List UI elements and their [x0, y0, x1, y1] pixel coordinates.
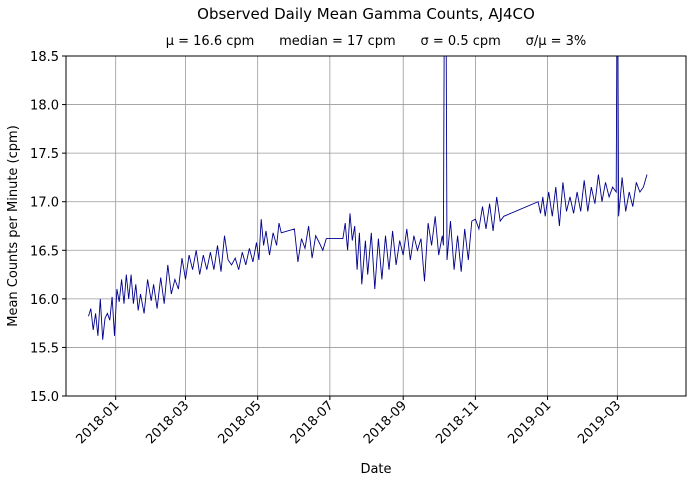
y-tick-label: 18.5: [30, 50, 59, 65]
axis-ticks: 15.0 15.5 16.0 16.5 17.0 17.5 18.0 18.5 2018-01 2…: [30, 50, 624, 447]
y-tick-label: 16.5: [30, 244, 59, 259]
series-line: [88, 56, 648, 340]
x-tick-label: 2019-01: [505, 398, 554, 447]
x-tick-label: 2018-09: [361, 398, 410, 447]
y-tick-label: 16.0: [30, 293, 59, 308]
x-tick-label: 2018-03: [143, 398, 192, 447]
grid: [66, 55, 686, 397]
x-tick-label: 2018-11: [433, 398, 482, 447]
chart-title: Observed Daily Mean Gamma Counts, AJ4CO: [197, 5, 535, 23]
y-tick-label: 15.5: [30, 341, 59, 356]
y-tick-label: 17.5: [30, 147, 59, 162]
y-tick-label: 15.0: [30, 390, 59, 405]
x-tick-label: 2018-01: [74, 398, 123, 447]
x-tick-label: 2019-03: [575, 398, 624, 447]
y-tick-label: 17.0: [30, 196, 59, 211]
plot-frame: [65, 55, 687, 397]
y-tick-label: 18.0: [30, 99, 59, 114]
chart-subtitle: μ = 16.6 cpm median = 17 cpm σ = 0.5 cpm…: [166, 34, 587, 49]
x-tick-label: 2018-07: [288, 398, 337, 447]
y-axis-label: Mean Counts per Minute (cpm): [6, 125, 21, 327]
x-tick-label: 2018-05: [215, 398, 264, 447]
x-axis-label: Date: [360, 462, 391, 477]
